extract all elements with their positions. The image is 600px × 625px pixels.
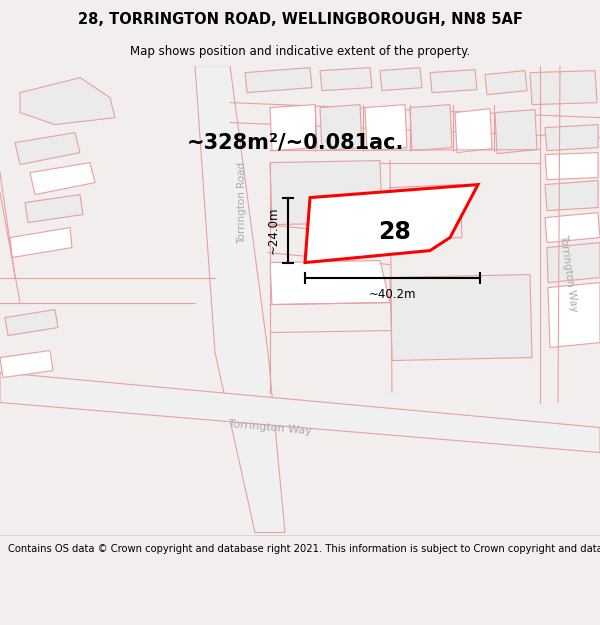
Polygon shape [410,104,452,151]
Polygon shape [0,372,600,452]
Polygon shape [305,184,478,262]
Text: Torrington Way: Torrington Way [228,419,312,436]
Polygon shape [30,162,95,194]
Text: Contains OS data © Crown copyright and database right 2021. This information is : Contains OS data © Crown copyright and d… [8,544,600,554]
Polygon shape [485,71,527,94]
Text: Torrington Road: Torrington Road [237,161,247,244]
Text: Torrington Way: Torrington Way [557,233,578,312]
Text: ~24.0m: ~24.0m [266,206,280,254]
Polygon shape [270,104,317,151]
Polygon shape [548,282,600,348]
Polygon shape [195,66,285,532]
Polygon shape [5,309,58,336]
Polygon shape [495,109,537,154]
Polygon shape [25,194,83,222]
Text: Map shows position and indicative extent of the property.: Map shows position and indicative extent… [130,45,470,58]
Polygon shape [270,261,390,304]
Text: 28, TORRINGTON ROAD, WELLINGBOROUGH, NN8 5AF: 28, TORRINGTON ROAD, WELLINGBOROUGH, NN8… [77,12,523,27]
Polygon shape [430,69,477,92]
Polygon shape [545,152,598,179]
Polygon shape [0,351,53,378]
Polygon shape [245,68,312,92]
Polygon shape [545,213,600,243]
Polygon shape [530,71,597,104]
Polygon shape [455,109,492,152]
Text: 28: 28 [378,219,411,244]
Polygon shape [320,104,362,151]
Polygon shape [545,181,598,211]
Text: ~328m²/~0.081ac.: ~328m²/~0.081ac. [187,132,404,152]
Polygon shape [547,242,600,282]
Polygon shape [15,132,80,164]
Polygon shape [545,124,598,151]
Polygon shape [390,274,532,361]
Polygon shape [20,78,115,124]
Polygon shape [10,228,72,258]
Polygon shape [365,104,407,151]
Polygon shape [320,68,372,91]
Text: ~40.2m: ~40.2m [369,288,416,301]
Polygon shape [390,184,462,241]
Polygon shape [380,68,422,91]
Polygon shape [270,161,382,224]
